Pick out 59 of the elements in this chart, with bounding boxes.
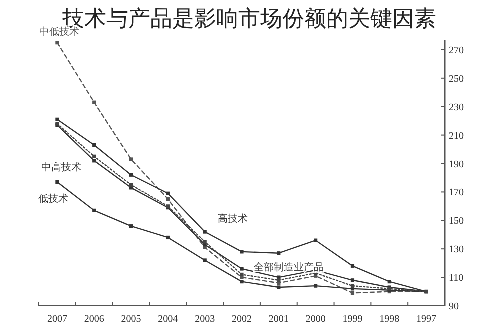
point [56, 41, 60, 45]
y-tick-label: 130 [449, 244, 464, 256]
point [240, 250, 244, 254]
point [92, 154, 96, 158]
y-tick-label: 150 [449, 216, 464, 228]
point [350, 284, 355, 288]
point [240, 276, 244, 280]
y-tick-label: 210 [449, 130, 464, 142]
y-tick-label: 270 [449, 45, 464, 56]
point [129, 173, 134, 177]
point [203, 258, 207, 262]
point [166, 198, 170, 202]
point [129, 158, 134, 162]
point [92, 100, 96, 104]
x-tick-label: 2003 [195, 314, 216, 325]
point [129, 224, 134, 228]
point [129, 183, 134, 187]
x-tick-label: 2006 [84, 314, 104, 325]
y-tick-label: 190 [449, 159, 464, 170]
y-tick-label: 170 [449, 188, 464, 199]
x-tick-label: 2007 [47, 314, 68, 325]
x-tick-label: 2001 [268, 314, 289, 325]
y-tick-label: 90 [449, 302, 459, 312]
point [277, 278, 281, 282]
point [350, 278, 355, 282]
point [314, 284, 318, 288]
point [388, 280, 392, 284]
point [240, 280, 244, 284]
point [203, 230, 207, 234]
point [314, 238, 318, 242]
x-tick-label: 1999 [342, 314, 363, 325]
y-tick-label: 230 [449, 102, 464, 114]
series-label: 中低技术 [39, 26, 80, 38]
series-label: 高技术 [218, 213, 248, 226]
y-tick-label: 250 [449, 74, 464, 85]
x-tick-label: 2004 [158, 314, 178, 325]
point [350, 291, 355, 295]
point [92, 159, 96, 163]
x-tick-label: 2005 [121, 314, 142, 325]
x-tick-label: 1997 [416, 314, 437, 325]
point [56, 180, 60, 184]
point [277, 252, 281, 256]
point [277, 286, 281, 290]
y-tick-label: 110 [449, 273, 464, 284]
series-label: 中高技术 [41, 161, 82, 174]
x-tick-label: 2002 [232, 314, 252, 325]
point [92, 143, 96, 148]
point [166, 236, 170, 240]
point [240, 267, 244, 271]
x-tick-label: 2000 [306, 314, 326, 325]
series-label: 全部制造业产品 [254, 261, 324, 274]
point [240, 272, 244, 277]
series-label: 低技术 [38, 193, 68, 206]
x-tick-label: 1998 [380, 314, 400, 325]
point [56, 118, 60, 122]
point [350, 264, 355, 268]
point [203, 240, 207, 244]
point [92, 208, 96, 212]
point [166, 192, 170, 196]
